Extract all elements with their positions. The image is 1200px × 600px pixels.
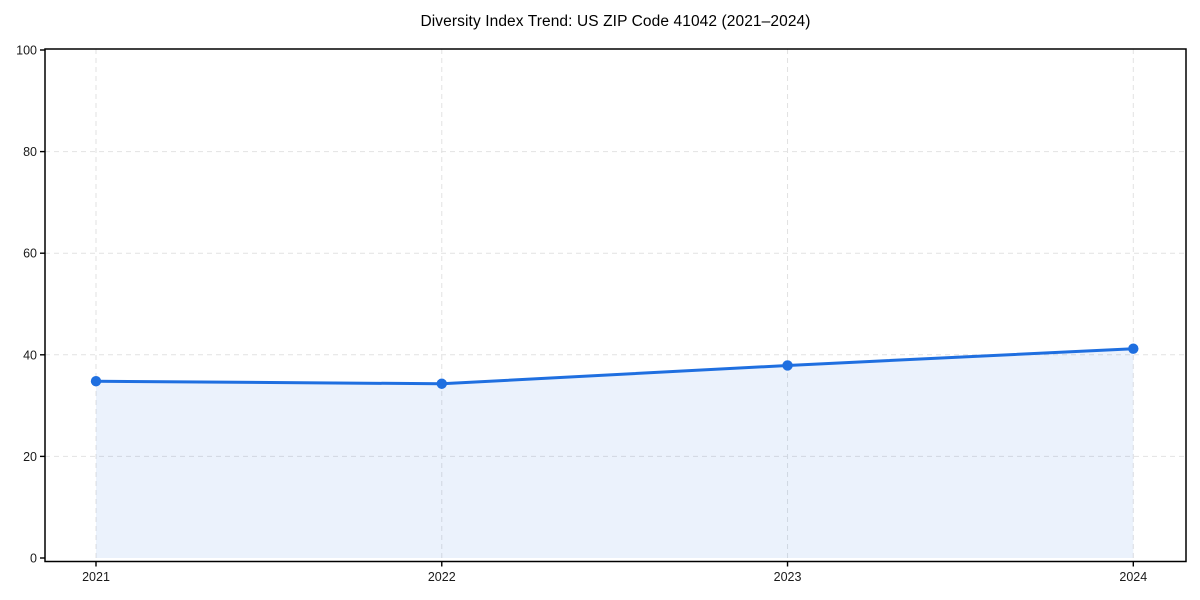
y-tick-label: 60 [23,247,37,261]
trend-line [94,347,1135,386]
y-tick-label: 20 [23,450,37,464]
y-tick-label: 80 [23,145,37,159]
area-fill [96,348,1134,558]
y-tick-label: 100 [16,44,37,58]
x-tick-label: 2024 [1119,570,1147,584]
x-tick-label: 2022 [428,570,456,584]
y-tick-label: 0 [30,552,37,566]
plot-border [44,48,1187,563]
y-tick-label: 40 [23,348,37,362]
chart-title: Diversity Index Trend: US ZIP Code 41042… [420,13,811,30]
data-point-2024 [1128,343,1139,354]
x-tick-label: 2023 [774,570,802,584]
x-tick-label: 2021 [82,570,110,584]
data-point-2022 [436,378,447,389]
data-point-2021 [90,376,102,387]
data-point-2023 [782,360,793,371]
